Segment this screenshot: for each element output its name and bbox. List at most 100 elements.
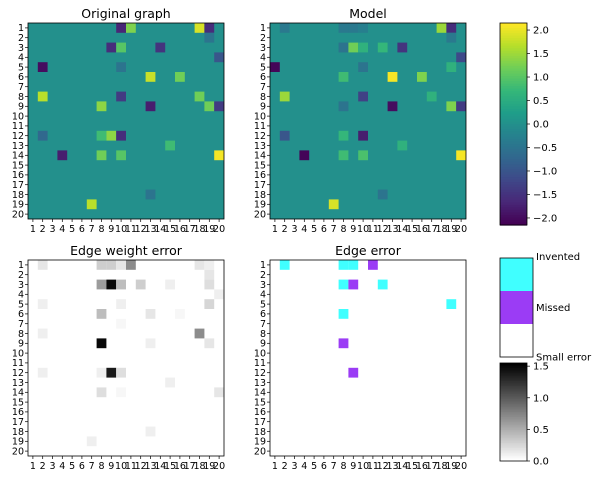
colorbar-segment (500, 441, 527, 444)
heatmap-cell-r4-c20 (214, 289, 224, 300)
heatmap-cell-r3-c12 (135, 279, 146, 290)
heatmap-cell-r12-c8 (96, 367, 107, 378)
x-tick-label-8: 8 (340, 224, 346, 235)
heatmap-cell-r3-c9 (106, 279, 117, 290)
heatmap-cell-r9-c8 (96, 101, 107, 112)
y-tick-label-12: 12 (254, 368, 266, 379)
heatmap-cell-r9-c20 (214, 101, 224, 112)
y-tick-label-4: 4 (18, 53, 24, 64)
x-tick-label-13: 13 (144, 224, 156, 235)
heatmap-background (270, 260, 466, 456)
heatmap-cell-r9-c8 (96, 338, 107, 349)
colorbar-segment (500, 428, 527, 431)
colorbar-segment (500, 385, 527, 389)
x-tick-label-16: 16 (174, 461, 186, 472)
colorbar-segment (500, 91, 527, 95)
colorbar-segment (500, 169, 527, 173)
colorbar-segment (500, 111, 527, 115)
y-tick-label-15: 15 (254, 160, 266, 171)
colorbar-segment (500, 397, 527, 400)
colorbar-segment (500, 452, 527, 456)
heatmap-cell-r5-c19 (446, 62, 457, 72)
y-tick-label-20: 20 (12, 446, 24, 457)
x-tick-label-2: 2 (40, 224, 46, 235)
x-tick-label-9: 9 (350, 461, 356, 472)
colorbar-segment (500, 139, 527, 143)
x-tick-label-12: 12 (377, 461, 389, 472)
colorbar-segment (500, 374, 527, 377)
x-tick-label-10: 10 (115, 461, 127, 472)
y-tick-label-13: 13 (12, 378, 24, 389)
heatmap-cell-r5-c10 (116, 62, 126, 72)
colorbar-segment (500, 126, 527, 130)
x-tick-label-10: 10 (115, 224, 127, 235)
colorbar-segment (500, 73, 527, 77)
heatmap-cell-r3-c9 (348, 279, 359, 290)
y-tick-label-19: 19 (12, 437, 24, 448)
category-label: Missed (536, 303, 570, 314)
heatmap-cell-r5-c10 (358, 62, 368, 72)
y-tick-label-3: 3 (260, 280, 266, 291)
colorbar-segment (500, 174, 527, 178)
colorbar-segment (500, 451, 527, 454)
colorbar-segment (500, 55, 527, 59)
heatmap-cell-r12-c9 (106, 367, 117, 378)
y-tick-label-20: 20 (254, 209, 266, 220)
heatmap-cell-r14-c20 (214, 387, 224, 398)
x-tick-label-2: 2 (282, 224, 288, 235)
colorbar-segment (500, 106, 527, 110)
x-tick-label-14: 14 (396, 224, 408, 235)
heatmap-cell-r9-c20 (456, 101, 466, 112)
heatmap-cell-r12-c8 (96, 130, 107, 141)
colorbar-segment (500, 121, 527, 125)
heatmap-cell-r14-c10 (116, 150, 126, 161)
y-tick-label-2: 2 (18, 33, 24, 44)
heatmap-cell-r2-c19 (204, 269, 215, 280)
heatmap-cell-r6-c16 (175, 309, 185, 319)
category-swatch-invented (500, 258, 533, 291)
colorbar-segment (500, 116, 527, 120)
y-tick-label-11: 11 (254, 121, 266, 132)
colorbar-segment (500, 184, 527, 188)
x-tick-label-17: 17 (426, 224, 438, 235)
colorbar-segment (500, 65, 527, 70)
original-graph-title: Original graph (81, 6, 170, 21)
x-tick-label-5: 5 (69, 461, 75, 472)
y-tick-label-18: 18 (12, 427, 24, 438)
y-tick-label-15: 15 (254, 397, 266, 408)
x-tick-label-19: 19 (445, 461, 457, 472)
y-tick-label-6: 6 (18, 309, 24, 320)
model-title: Model (349, 6, 387, 21)
x-tick-label-9: 9 (350, 224, 356, 235)
heatmap-cell-r3-c10 (116, 279, 126, 290)
colorbar-segment (500, 136, 527, 140)
colorbar-segment (500, 416, 527, 420)
model-panel: Model 1122334455667788991010111112121313… (254, 6, 467, 235)
x-tick-label-3: 3 (291, 224, 297, 235)
y-tick-label-8: 8 (260, 92, 266, 103)
colorbar-segment (500, 202, 527, 206)
y-tick-label-20: 20 (12, 209, 24, 220)
colorbar-segment (500, 43, 527, 47)
heatmap-cell-r1-c2 (279, 23, 290, 33)
x-tick-label-13: 13 (386, 224, 398, 235)
heatmap-cell-r6-c13 (387, 72, 398, 82)
y-tick-label-10: 10 (254, 111, 266, 122)
heatmap-cell-r9-c13 (387, 101, 398, 112)
axes-frame (269, 22, 467, 220)
x-tick-label-10: 10 (357, 224, 369, 235)
x-tick-label-4: 4 (59, 461, 65, 472)
colorbar-segment (500, 390, 527, 393)
colorbar-segment (500, 156, 527, 160)
heatmap-cell-r3-c8 (338, 279, 349, 290)
y-tick-label-10: 10 (12, 348, 24, 359)
x-tick-label-6: 6 (79, 224, 85, 235)
category-label: Small error (536, 353, 592, 364)
colorbar-segment (500, 407, 527, 410)
x-tick-label-1: 1 (30, 461, 36, 472)
heatmap-cell-r19-c7 (86, 199, 97, 210)
colorbar-tick-label: 0.0 (533, 120, 549, 131)
edge-error-panel: Edge error 11223344556677889910101111121… (254, 243, 467, 472)
y-tick-label-8: 8 (18, 329, 24, 340)
